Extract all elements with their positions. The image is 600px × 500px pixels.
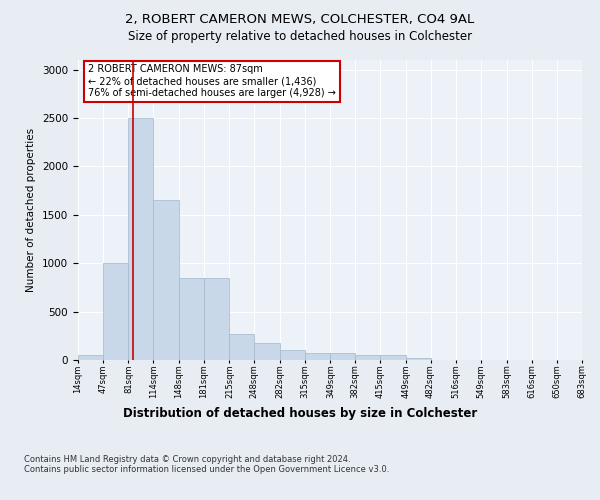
Bar xyxy=(406,358,431,360)
Bar xyxy=(103,263,128,360)
Bar xyxy=(179,278,204,360)
Text: Distribution of detached houses by size in Colchester: Distribution of detached houses by size … xyxy=(123,408,477,420)
Bar xyxy=(254,343,280,360)
Bar xyxy=(380,355,406,360)
Bar xyxy=(331,352,355,360)
Bar xyxy=(229,334,254,360)
Bar xyxy=(355,355,380,360)
Bar xyxy=(305,352,331,360)
Text: Size of property relative to detached houses in Colchester: Size of property relative to detached ho… xyxy=(128,30,472,43)
Text: 2, ROBERT CAMERON MEWS, COLCHESTER, CO4 9AL: 2, ROBERT CAMERON MEWS, COLCHESTER, CO4 … xyxy=(125,12,475,26)
Bar xyxy=(204,278,229,360)
Bar xyxy=(78,355,103,360)
Y-axis label: Number of detached properties: Number of detached properties xyxy=(26,128,37,292)
Bar xyxy=(128,118,154,360)
Bar xyxy=(154,200,179,360)
Bar xyxy=(280,350,305,360)
Text: Contains HM Land Registry data © Crown copyright and database right 2024.
Contai: Contains HM Land Registry data © Crown c… xyxy=(24,455,389,474)
Text: 2 ROBERT CAMERON MEWS: 87sqm
← 22% of detached houses are smaller (1,436)
76% of: 2 ROBERT CAMERON MEWS: 87sqm ← 22% of de… xyxy=(88,64,336,98)
